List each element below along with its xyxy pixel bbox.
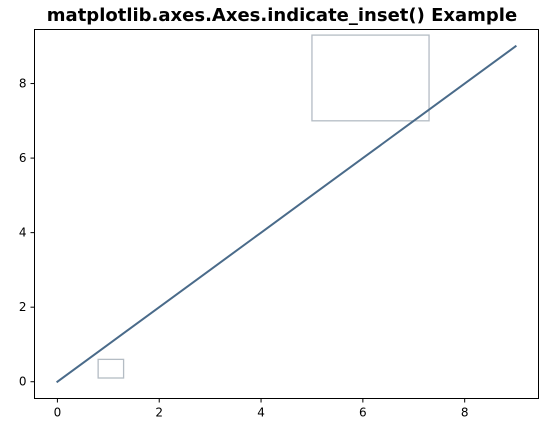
- x-tick-label: 0: [54, 406, 62, 420]
- y-tick-label: 8: [19, 77, 27, 91]
- x-tick-label: 4: [257, 406, 265, 420]
- x-tick-label: 8: [461, 406, 469, 420]
- chart-title: matplotlib.axes.Axes.indicate_inset() Ex…: [47, 5, 517, 26]
- y-tick-label: 4: [19, 226, 27, 240]
- x-tick-label: 6: [359, 406, 367, 420]
- series-line: [56, 44, 517, 384]
- y-tick-label: 0: [19, 375, 27, 389]
- inset-indicator-rect: [97, 358, 125, 379]
- y-tick-label: 6: [19, 151, 27, 165]
- y-tick-label: 2: [19, 300, 27, 314]
- x-tick-label: 2: [155, 406, 163, 420]
- inset-indicator-rect: [311, 34, 430, 122]
- axes-frame: [34, 29, 539, 399]
